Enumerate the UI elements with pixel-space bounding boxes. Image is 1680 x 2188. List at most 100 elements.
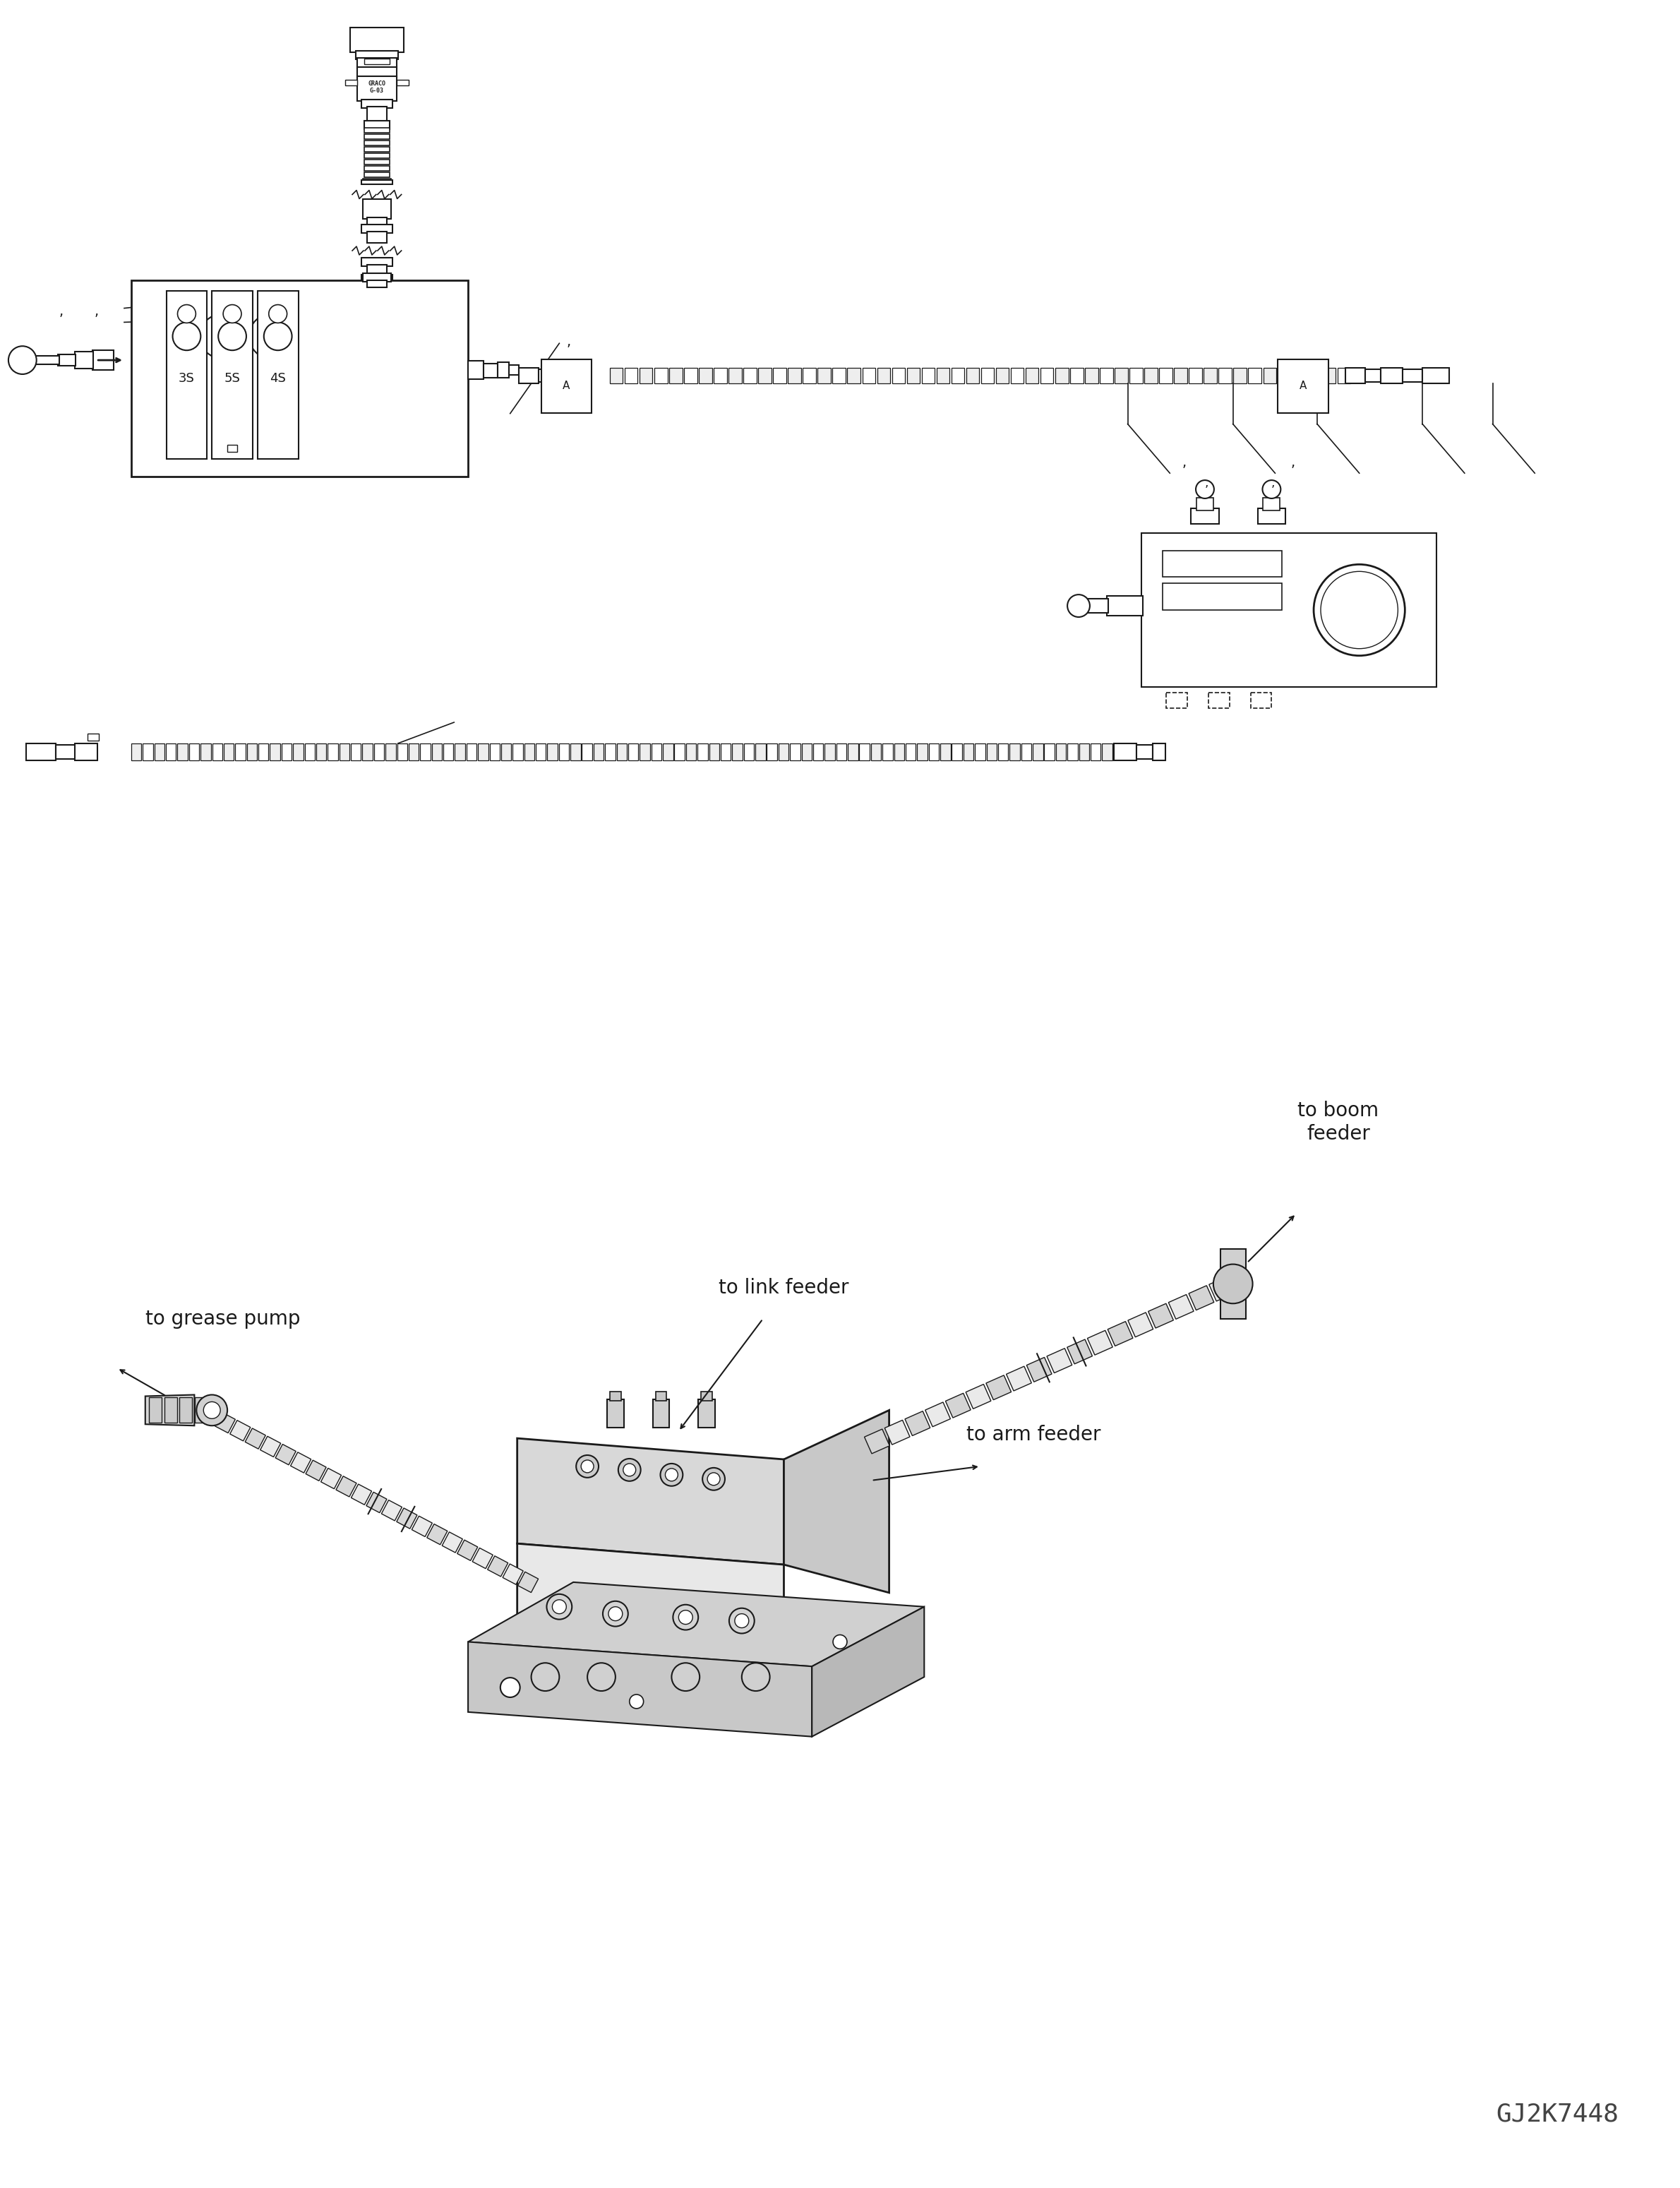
Bar <box>497 363 509 379</box>
Bar <box>936 368 949 383</box>
Bar <box>365 133 390 140</box>
Text: to link feeder: to link feeder <box>719 1278 848 1297</box>
Bar <box>1116 368 1127 383</box>
Bar <box>917 744 927 759</box>
Text: GJ2K7448: GJ2K7448 <box>1497 2103 1620 2127</box>
Bar <box>1025 368 1038 383</box>
Polygon shape <box>442 1532 462 1553</box>
Polygon shape <box>469 1641 811 1737</box>
Bar <box>906 744 916 759</box>
Polygon shape <box>472 1547 492 1569</box>
Bar <box>349 28 403 53</box>
Bar <box>1085 600 1109 613</box>
Text: A: A <box>563 381 570 392</box>
Polygon shape <box>502 1564 522 1584</box>
Bar <box>907 368 921 383</box>
Bar <box>655 368 667 383</box>
Text: to boom
feeder: to boom feeder <box>1297 1101 1379 1144</box>
Text: GRACO
G-03: GRACO G-03 <box>368 81 386 94</box>
Circle shape <box>630 1694 643 1709</box>
Bar <box>501 744 511 759</box>
Bar <box>538 370 554 383</box>
Bar <box>356 50 398 59</box>
Bar <box>363 179 391 182</box>
Polygon shape <box>699 1400 716 1429</box>
Circle shape <box>623 1464 635 1477</box>
Bar <box>469 361 484 379</box>
Polygon shape <box>1087 1330 1112 1354</box>
Bar <box>825 744 835 759</box>
Bar <box>655 1392 667 1400</box>
Bar <box>143 744 153 759</box>
Bar <box>190 744 200 759</box>
Bar <box>1250 694 1272 709</box>
Bar <box>489 744 499 759</box>
Circle shape <box>833 1634 847 1650</box>
Circle shape <box>665 1468 679 1481</box>
Bar <box>444 744 454 759</box>
Bar <box>212 291 252 459</box>
Bar <box>1159 368 1173 383</box>
Bar <box>385 744 396 759</box>
Bar <box>87 733 99 740</box>
Polygon shape <box>381 1501 402 1521</box>
Polygon shape <box>215 1411 235 1433</box>
Bar <box>200 744 210 759</box>
Bar <box>365 153 390 158</box>
Bar <box>365 147 390 151</box>
Circle shape <box>1196 479 1215 499</box>
Bar <box>1189 368 1201 383</box>
Bar <box>467 744 477 759</box>
Polygon shape <box>926 1403 951 1427</box>
Bar <box>697 744 707 759</box>
Circle shape <box>743 1663 769 1691</box>
Text: A: A <box>1300 381 1307 392</box>
Bar <box>625 368 638 383</box>
Bar <box>721 744 731 759</box>
Circle shape <box>702 1468 724 1490</box>
Bar <box>358 57 396 68</box>
Circle shape <box>576 1455 598 1477</box>
Bar <box>235 744 245 759</box>
Text: ,: , <box>1290 455 1295 470</box>
Bar <box>996 368 1010 383</box>
Polygon shape <box>1006 1365 1032 1392</box>
Bar <box>974 744 984 759</box>
Circle shape <box>501 1678 521 1698</box>
Bar <box>366 217 386 225</box>
Bar <box>1055 368 1068 383</box>
Polygon shape <box>336 1477 356 1497</box>
Bar <box>361 225 391 234</box>
Bar <box>862 368 875 383</box>
Polygon shape <box>412 1516 432 1536</box>
Polygon shape <box>652 1400 669 1429</box>
Bar <box>744 744 754 759</box>
Bar <box>57 354 76 365</box>
Polygon shape <box>606 1400 623 1429</box>
Bar <box>165 1398 176 1422</box>
Bar <box>1248 368 1262 383</box>
Bar <box>922 368 934 383</box>
Bar <box>247 744 257 759</box>
Bar <box>92 350 114 370</box>
Bar <box>758 368 771 383</box>
Bar <box>1337 368 1351 383</box>
Circle shape <box>223 304 242 324</box>
Polygon shape <box>1147 1304 1173 1328</box>
Bar <box>998 744 1008 759</box>
Bar <box>512 744 522 759</box>
Bar <box>605 744 615 759</box>
Bar <box>455 744 465 759</box>
Bar <box>365 127 390 133</box>
Text: 3S: 3S <box>178 372 195 385</box>
Circle shape <box>734 1615 749 1628</box>
Bar <box>833 368 845 383</box>
Bar <box>813 744 823 759</box>
Bar <box>361 274 391 284</box>
Bar <box>966 368 979 383</box>
Circle shape <box>1314 565 1404 656</box>
Circle shape <box>197 1394 227 1427</box>
Text: ,: , <box>59 304 64 319</box>
Circle shape <box>1213 1265 1253 1304</box>
Bar <box>375 744 385 759</box>
